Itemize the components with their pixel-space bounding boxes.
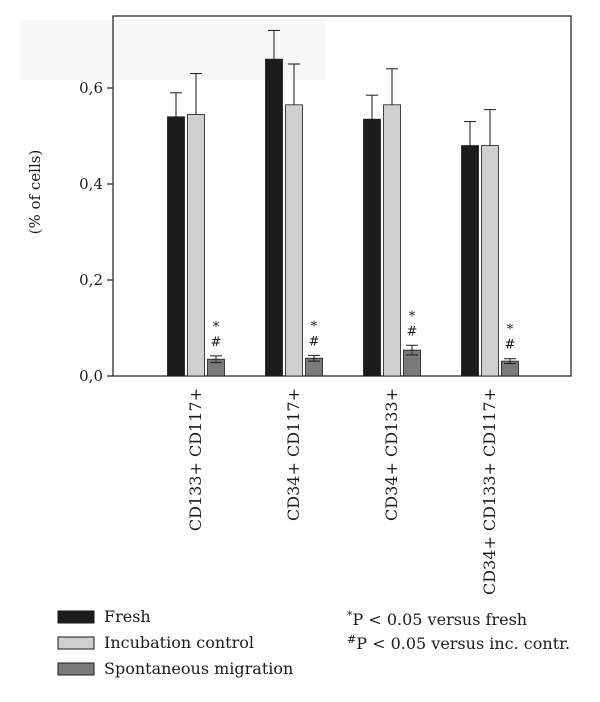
x-axis-categories: CD133+ CD117+ CD34+ CD117+ CD34+ CD133+ CD3… bbox=[186, 388, 499, 595]
x-category-label: CD34+ CD133+ bbox=[382, 388, 401, 521]
y-tick-label: 0,0 bbox=[79, 367, 103, 385]
bar-fresh bbox=[167, 116, 185, 377]
legend-swatch-spontaneous-migration bbox=[57, 662, 95, 676]
y-tick-label: 0,4 bbox=[79, 175, 103, 193]
y-tick-label: 0,2 bbox=[79, 271, 103, 289]
x-category-label: CD133+ CD117+ bbox=[186, 388, 205, 531]
y-axis-label: (% of cells) bbox=[26, 150, 44, 235]
significance-note: #P < 0.05 versus inc. contr. bbox=[347, 633, 570, 653]
significance-marker: # bbox=[407, 324, 418, 339]
bar-incubation-control bbox=[383, 104, 401, 377]
x-category-label: CD34+ CD133+ CD117+ bbox=[480, 388, 499, 595]
significance-marker: * bbox=[507, 323, 514, 338]
legend-label-fresh: Fresh bbox=[104, 607, 151, 626]
bar-incubation-control bbox=[481, 145, 499, 377]
y-axis: 0,0 0,2 0,4 0,6 bbox=[79, 79, 113, 385]
plot-area: #*#* #*#* bbox=[112, 15, 572, 377]
legend-swatch-fresh bbox=[57, 610, 95, 624]
bar-incubation-control bbox=[285, 104, 303, 377]
significance-note: *P < 0.05 versus fresh bbox=[347, 609, 527, 629]
legend-swatch-incubation-control bbox=[57, 636, 95, 650]
significance-notes: *P < 0.05 versus fresh #P < 0.05 versus i… bbox=[347, 609, 570, 653]
significance-marker: # bbox=[505, 338, 516, 353]
bar-fresh bbox=[265, 58, 283, 377]
legend: Fresh Incubation control Spontaneous migra… bbox=[57, 607, 293, 678]
bar-fresh bbox=[461, 145, 479, 377]
bar-incubation-control bbox=[187, 114, 205, 377]
legend-label-incubation-control: Incubation control bbox=[104, 633, 254, 652]
significance-marker: # bbox=[211, 335, 222, 350]
y-tick-label: 0,6 bbox=[79, 79, 103, 97]
legend-label-spontaneous-migration: Spontaneous migration bbox=[104, 659, 293, 678]
plot-frame bbox=[112, 15, 572, 377]
bar-fresh bbox=[363, 118, 381, 377]
x-category-label: CD34+ CD117+ bbox=[284, 388, 303, 521]
significance-marker: * bbox=[409, 309, 416, 324]
significance-marker: * bbox=[311, 319, 318, 334]
significance-marker: # bbox=[309, 334, 320, 349]
significance-marker: * bbox=[213, 320, 220, 335]
